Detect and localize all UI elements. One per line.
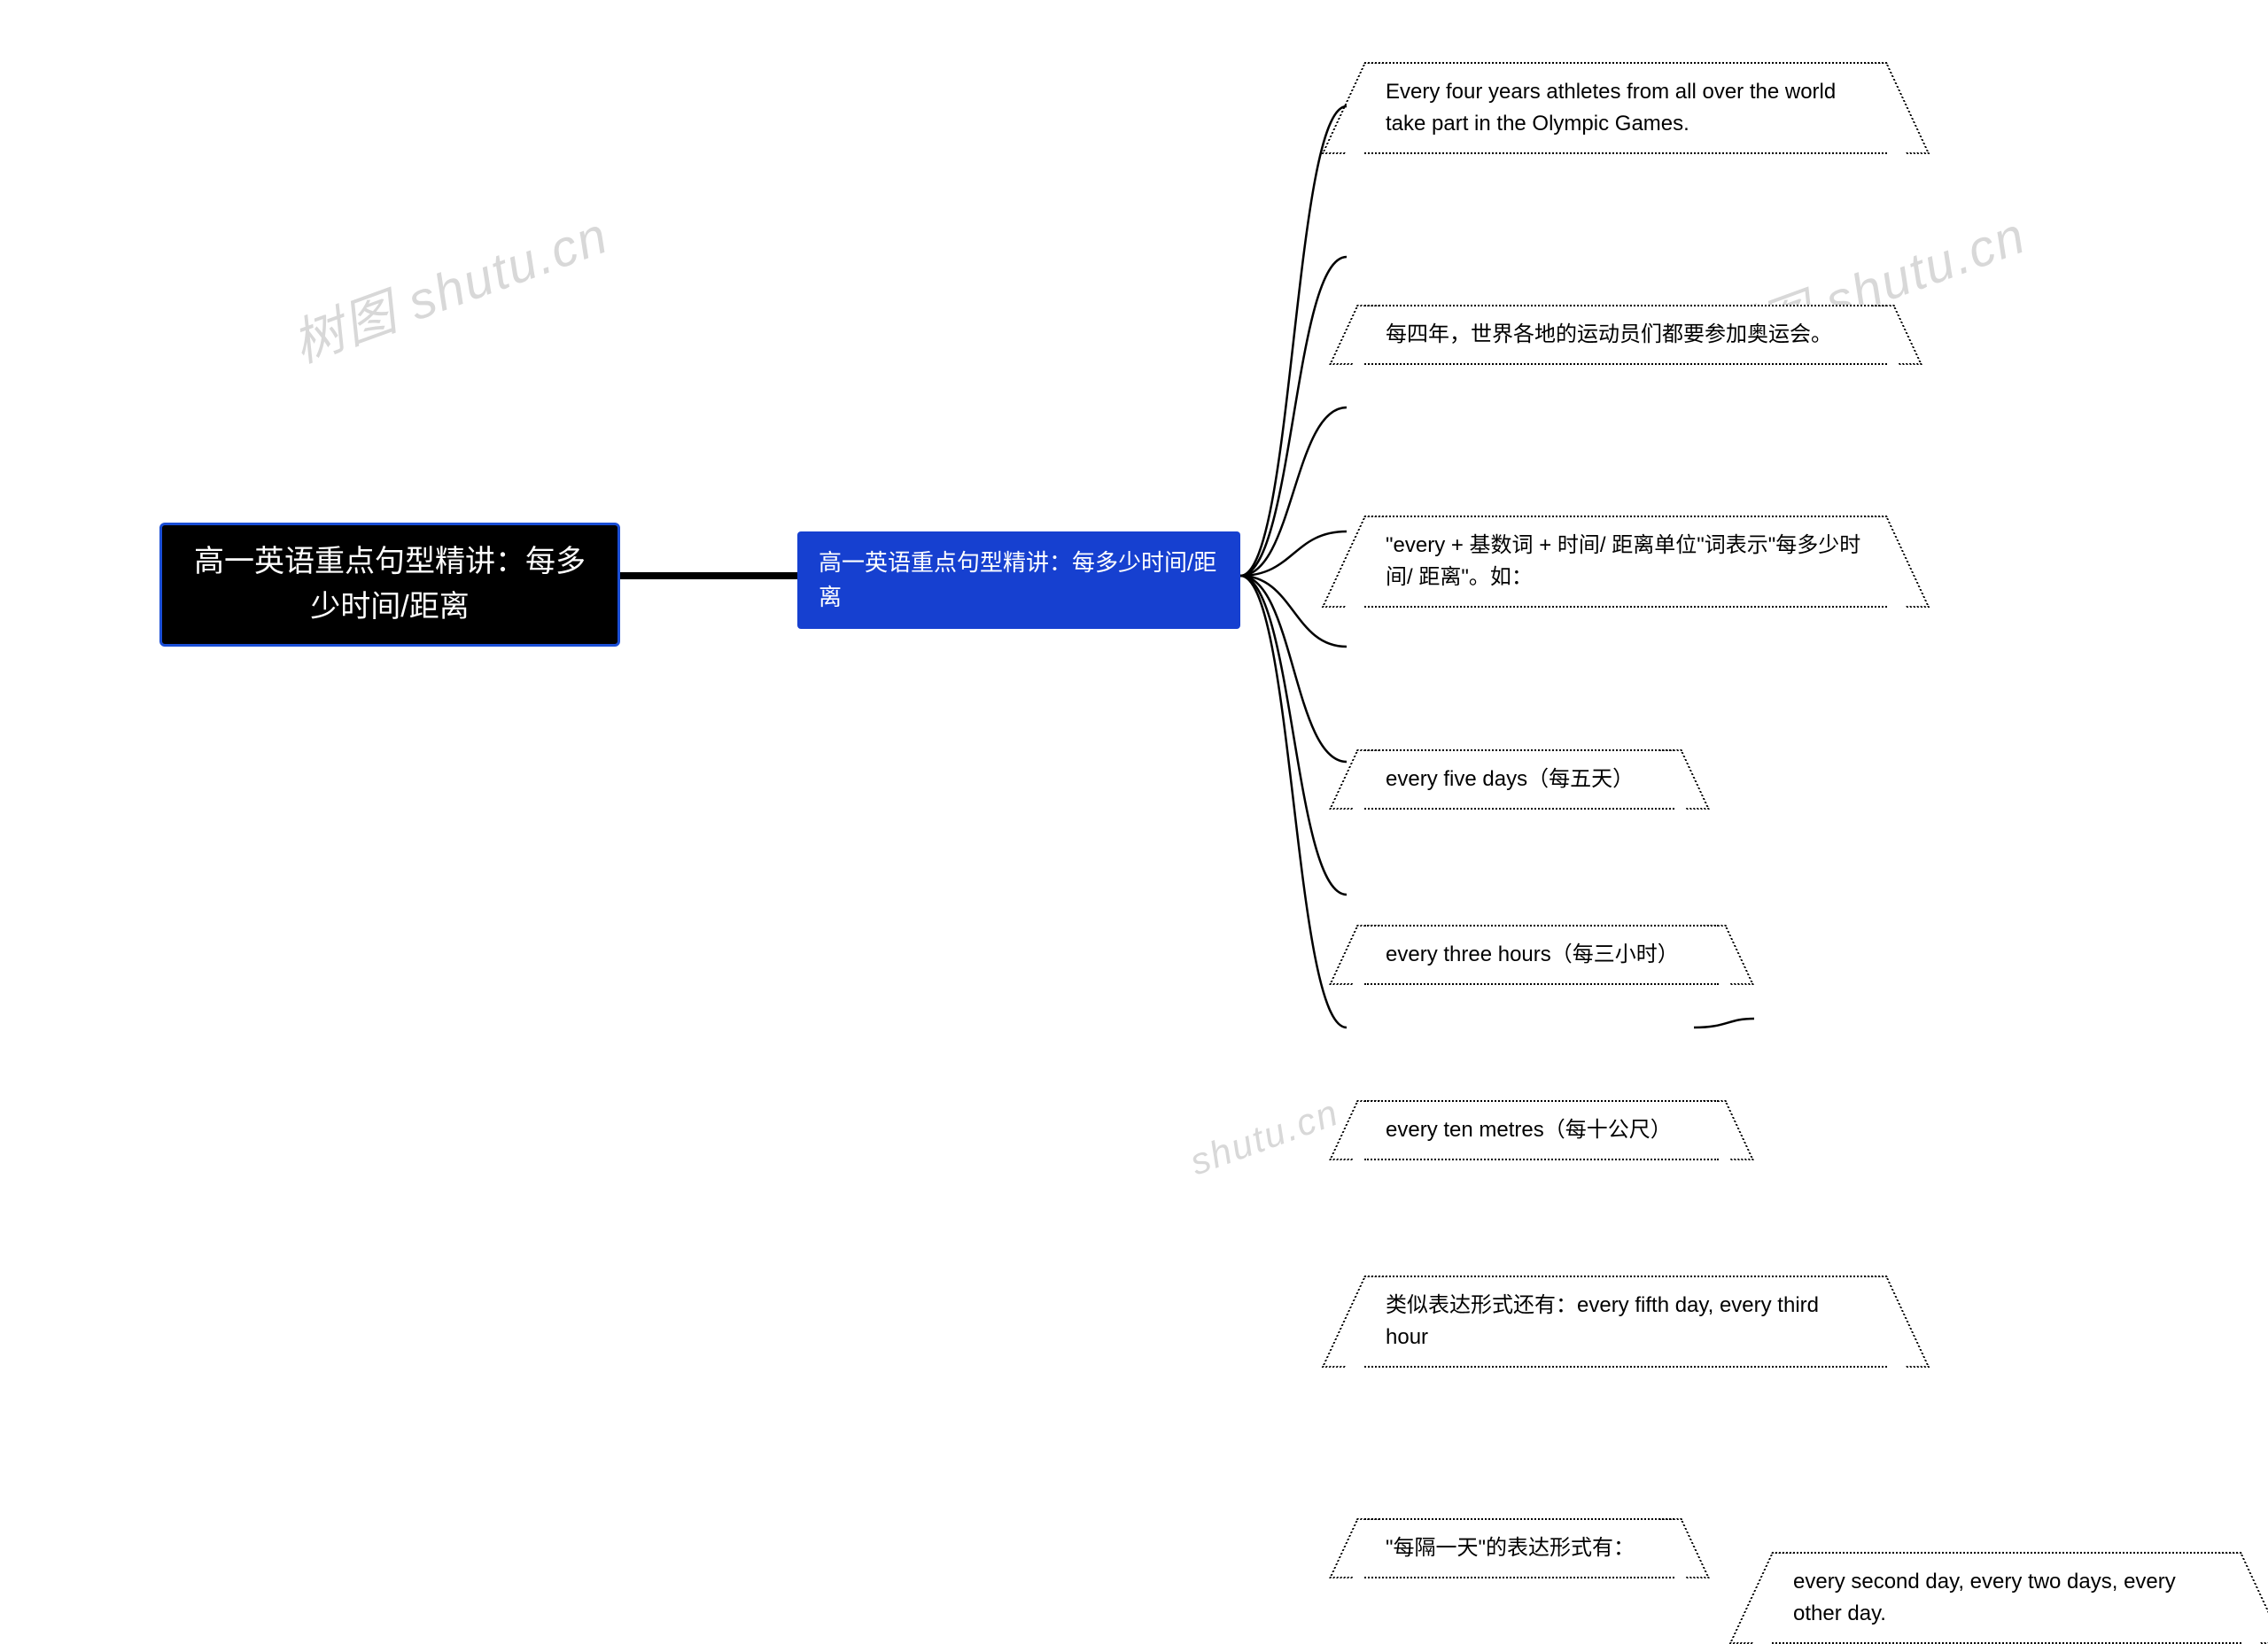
- leaf-node-7[interactable]: "每隔一天"的表达形式有：: [1364, 1518, 1674, 1578]
- leaf-node-0[interactable]: Every four years athletes from all over …: [1364, 62, 1887, 154]
- connector-sub: [1694, 1019, 1754, 1028]
- connector-3: [1240, 531, 1347, 576]
- connector-0: [1240, 106, 1347, 576]
- connector-4: [1240, 576, 1347, 647]
- connector-5: [1240, 576, 1347, 762]
- subleaf-node[interactable]: every second day, every two days, every …: [1772, 1552, 2241, 1644]
- level1-node[interactable]: 高一英语重点句型精讲：每多少时间/距离: [797, 531, 1240, 629]
- root-node-label: 高一英语重点句型精讲：每多少时间/距离: [194, 545, 586, 624]
- connector-2: [1240, 407, 1347, 576]
- leaf-label-2: "every + 基数词 + 时间/ 距离单位"词表示"每多少时间/ 距离"。如…: [1386, 533, 1860, 589]
- subleaf-label: every second day, every two days, every …: [1793, 1570, 2176, 1625]
- leaf-label-4: every three hours（每三小时）: [1386, 942, 1679, 966]
- connector-1: [1240, 257, 1347, 576]
- connector-7: [1240, 576, 1347, 1028]
- leaf-label-3: every five days（每五天）: [1386, 767, 1634, 791]
- watermark-1: 树图 shutu.cn: [281, 194, 617, 377]
- watermark-3: shutu.cn: [1184, 1091, 1345, 1184]
- leaf-label-7: "每隔一天"的表达形式有：: [1386, 1536, 1635, 1560]
- leaf-node-6[interactable]: 类似表达形式还有：every fifth day, every third ho…: [1364, 1276, 1887, 1368]
- leaf-label-0: Every four years athletes from all over …: [1386, 80, 1836, 136]
- leaf-node-5[interactable]: every ten metres（每十公尺）: [1364, 1100, 1719, 1160]
- root-node[interactable]: 高一英语重点句型精讲：每多少时间/距离: [159, 523, 620, 647]
- leaf-label-5: every ten metres（每十公尺）: [1386, 1118, 1672, 1142]
- level1-node-label: 高一英语重点句型精讲：每多少时间/距离: [819, 549, 1216, 610]
- leaf-node-3[interactable]: every five days（每五天）: [1364, 749, 1674, 810]
- connector-6: [1240, 576, 1347, 895]
- leaf-label-1: 每四年，世界各地的运动员们都要参加奥运会。: [1386, 322, 1832, 346]
- leaf-node-2[interactable]: "every + 基数词 + 时间/ 距离单位"词表示"每多少时间/ 距离"。如…: [1364, 516, 1887, 608]
- leaf-node-1[interactable]: 每四年，世界各地的运动员们都要参加奥运会。: [1364, 305, 1887, 365]
- leaf-label-6: 类似表达形式还有：every fifth day, every third ho…: [1386, 1293, 1819, 1349]
- leaf-node-4[interactable]: every three hours（每三小时）: [1364, 925, 1719, 985]
